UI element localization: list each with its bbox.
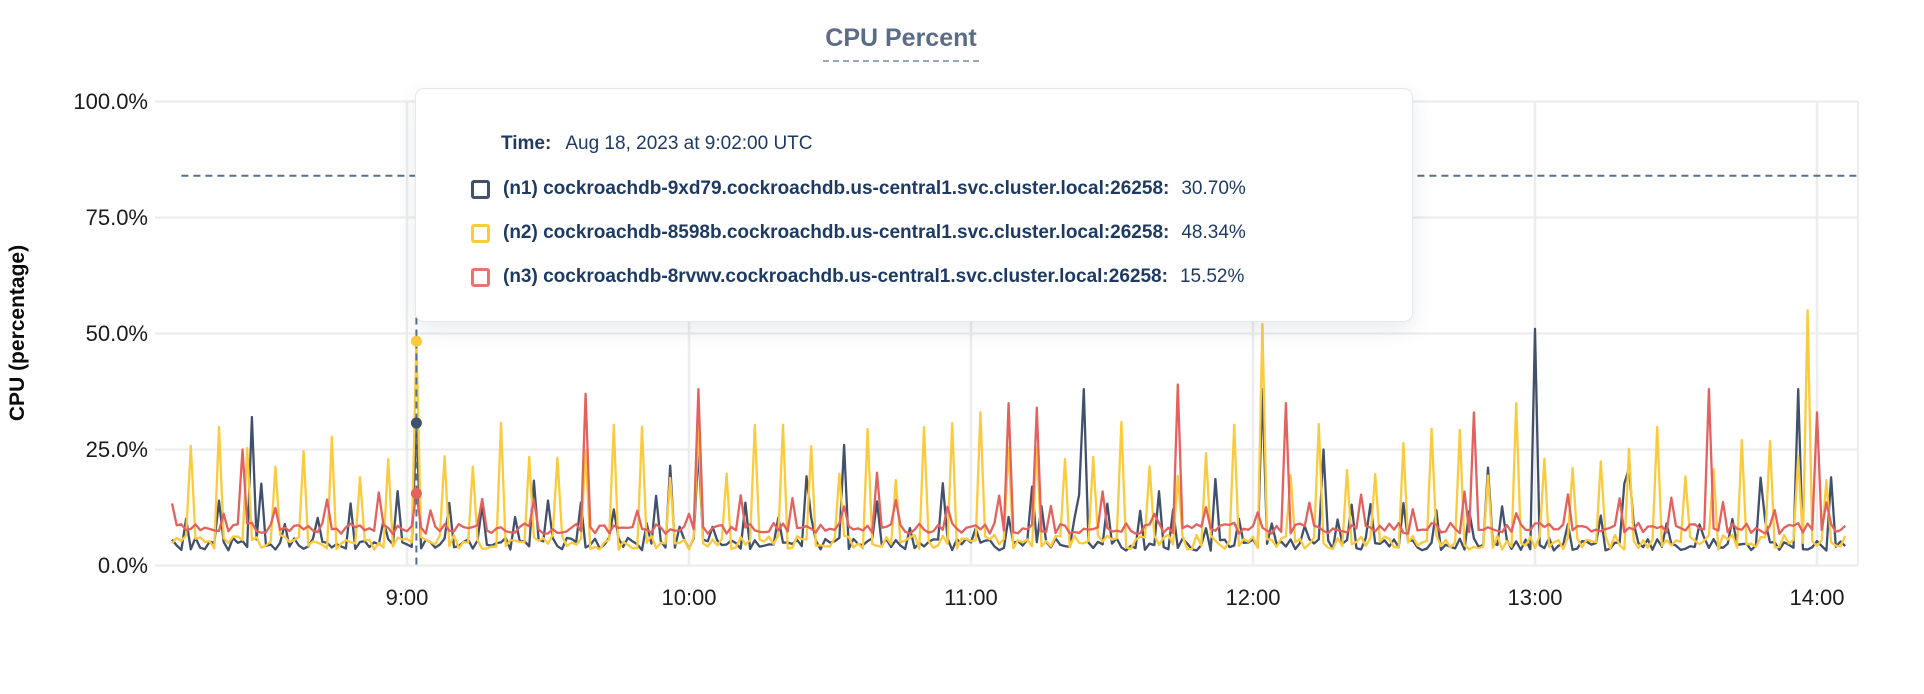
series-swatch-icon	[471, 179, 490, 199]
x-tick-label: 9:00	[385, 585, 429, 610]
hover-marker-n2	[410, 335, 422, 347]
x-tick-label: 11:00	[944, 585, 998, 610]
series-line-n3[interactable]	[170, 383, 1846, 536]
series-swatch-icon	[471, 223, 490, 243]
tooltip-series-value: 30.70%	[1181, 178, 1246, 199]
hover-marker-n1	[410, 417, 422, 429]
tooltip-time-row: Time: Aug 18, 2023 at 9:02:00 UTC	[471, 133, 1412, 155]
tooltip-series-row: (n3) cockroachdb-8rvwv.cockroachdb.us-ce…	[471, 265, 1412, 289]
tooltip-series-row: (n2) cockroachdb-8598b.cockroachdb.us-ce…	[471, 221, 1412, 245]
series-line-n2[interactable]	[171, 309, 1847, 551]
x-tick-label: 13:00	[1507, 585, 1563, 610]
x-tick-label: 12:00	[1225, 585, 1281, 610]
x-tick-label: 10:00	[661, 585, 717, 610]
y-tick-label: 75.0%	[85, 204, 148, 230]
tooltip-series-label: (n3) cockroachdb-8rvwv.cockroachdb.us-ce…	[503, 266, 1168, 287]
chart-tooltip: Time: Aug 18, 2023 at 9:02:00 UTC (n1) co…	[415, 88, 1413, 322]
y-tick-label: 0.0%	[97, 552, 148, 578]
tooltip-series-label: (n1) cockroachdb-9xd79.cockroachdb.us-ce…	[503, 178, 1170, 199]
tooltip-series-value: 15.52%	[1179, 266, 1245, 287]
tooltip-time-value: Aug 18, 2023 at 9:02:00 UTC	[565, 133, 813, 154]
x-tick-label: 14:00	[1789, 585, 1845, 610]
y-tick-label: 50.0%	[85, 320, 148, 346]
tooltip-time-label: Time:	[501, 133, 552, 154]
hover-marker-n3	[410, 487, 422, 499]
tooltip-series-label: (n2) cockroachdb-8598b.cockroachdb.us-ce…	[503, 222, 1170, 243]
y-tick-label: 25.0%	[85, 436, 148, 462]
tooltip-series-row: (n1) cockroachdb-9xd79.cockroachdb.us-ce…	[471, 177, 1412, 201]
y-axis-title: CPU (percentage)	[6, 244, 29, 422]
series-line-n1[interactable]	[171, 327, 1847, 552]
series-swatch-icon	[471, 267, 490, 287]
y-tick-label: 100.0%	[73, 88, 148, 114]
tooltip-series-value: 48.34%	[1181, 222, 1246, 243]
